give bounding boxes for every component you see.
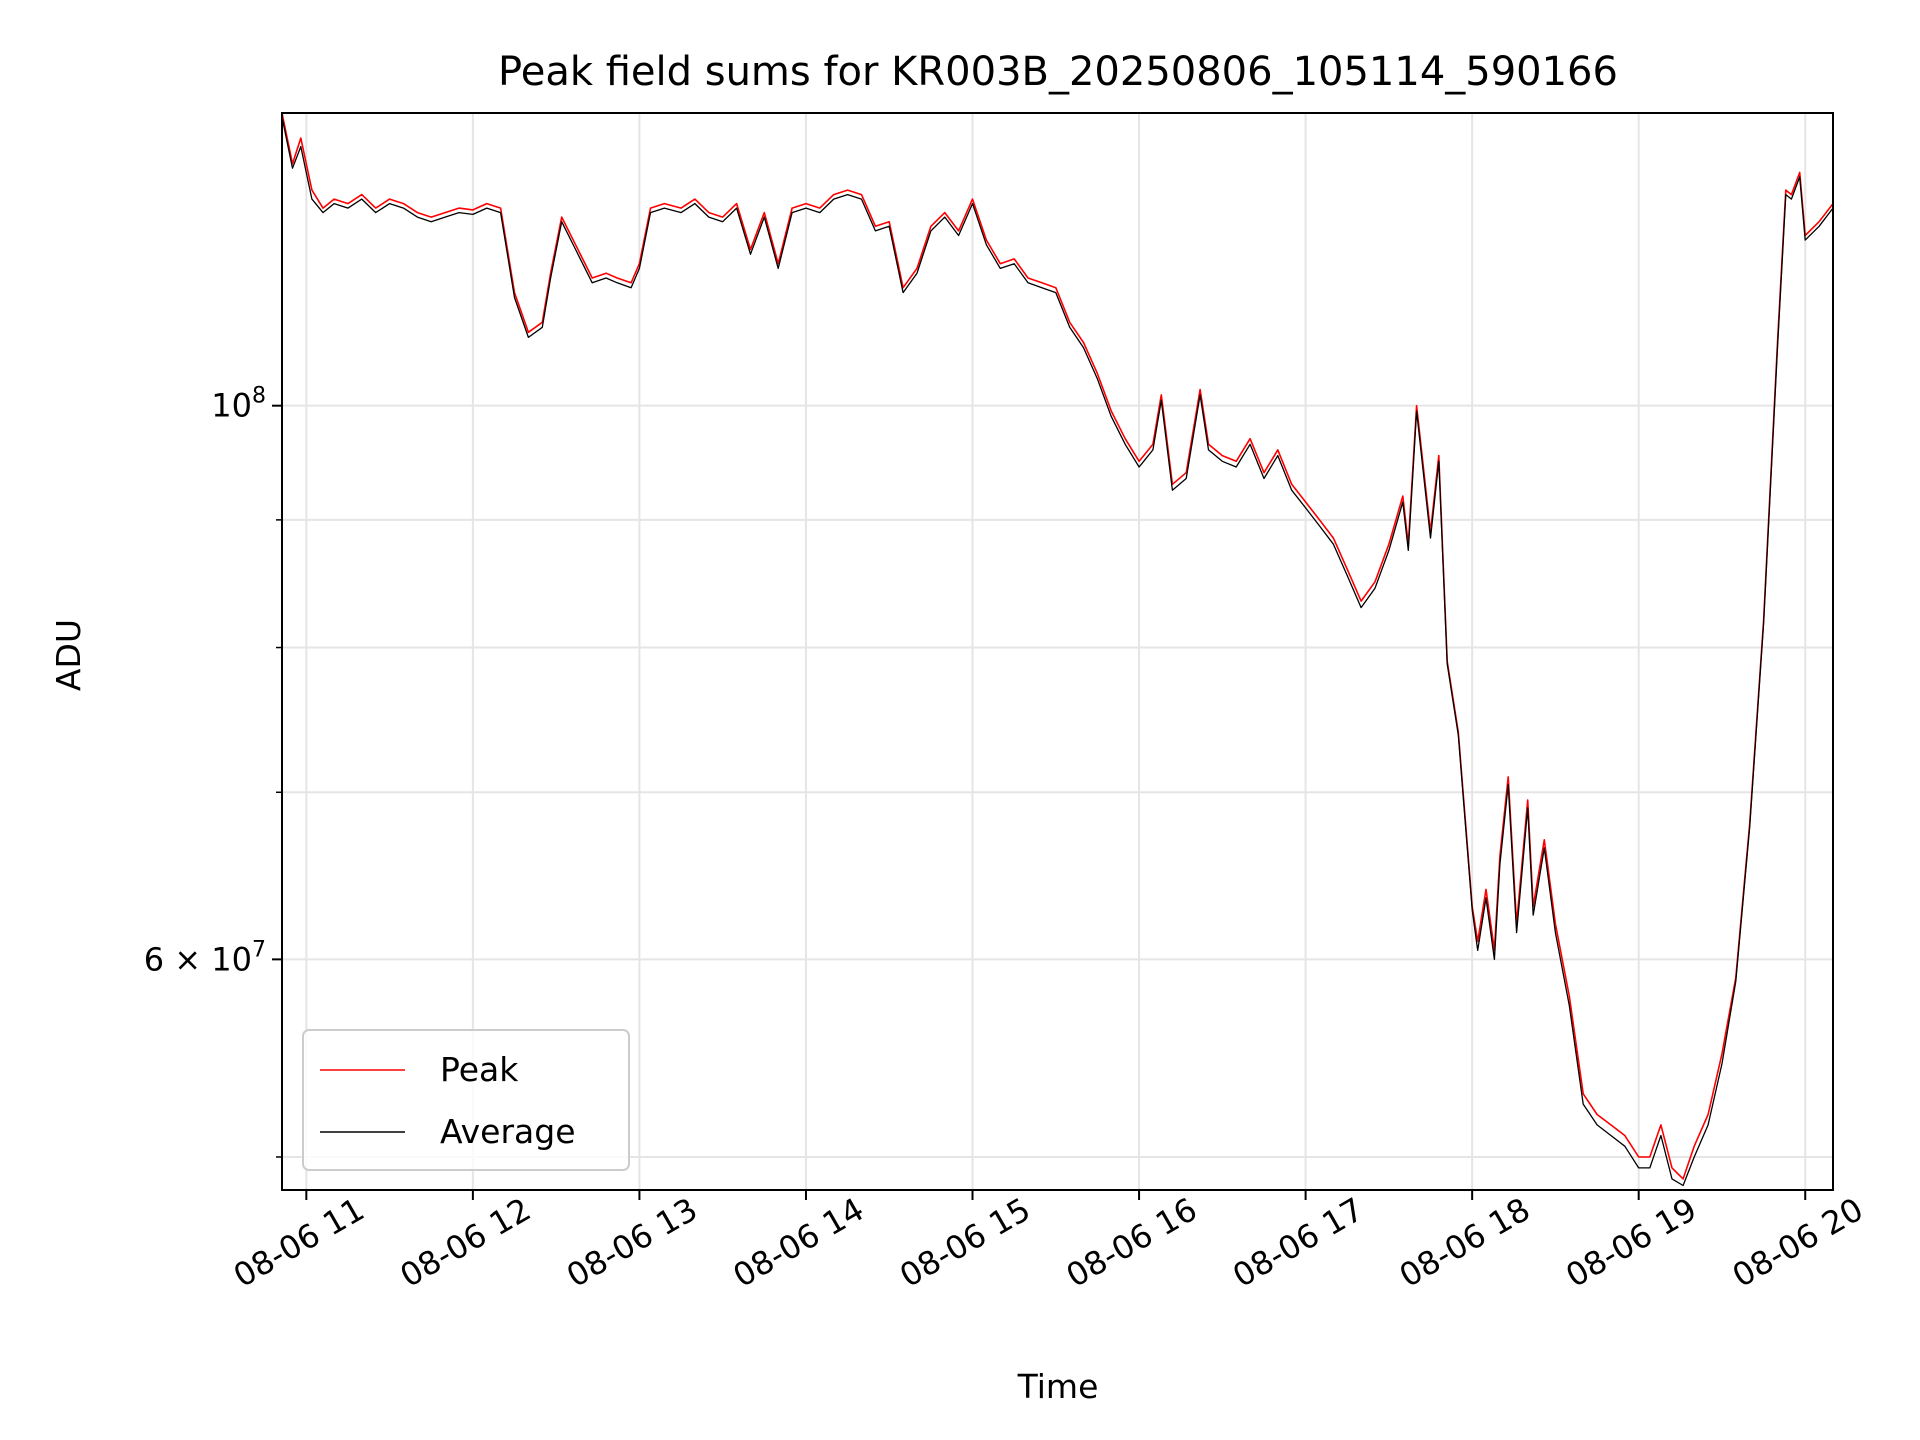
y-tick-label: 108 — [211, 384, 266, 425]
x-axis-label: Time — [1017, 1367, 1099, 1406]
series-layer — [281, 112, 1834, 1187]
legend: Peak Average — [302, 1029, 630, 1171]
legend-box — [302, 1029, 630, 1171]
legend-label-peak: Peak — [440, 1050, 519, 1089]
series-line-peak — [281, 112, 1834, 1180]
y-tick-label: 6 × 107 — [144, 937, 266, 978]
chart-title: Peak field sums for KR003B_20250806_1051… — [498, 49, 1618, 95]
plot-frame — [281, 112, 1834, 1191]
series-line-average — [281, 116, 1834, 1187]
grid — [282, 113, 1833, 1190]
y-axis: 108 6 × 107 — [144, 384, 282, 1158]
y-axis-label: ADU — [49, 619, 88, 691]
legend-label-average: Average — [440, 1112, 576, 1151]
